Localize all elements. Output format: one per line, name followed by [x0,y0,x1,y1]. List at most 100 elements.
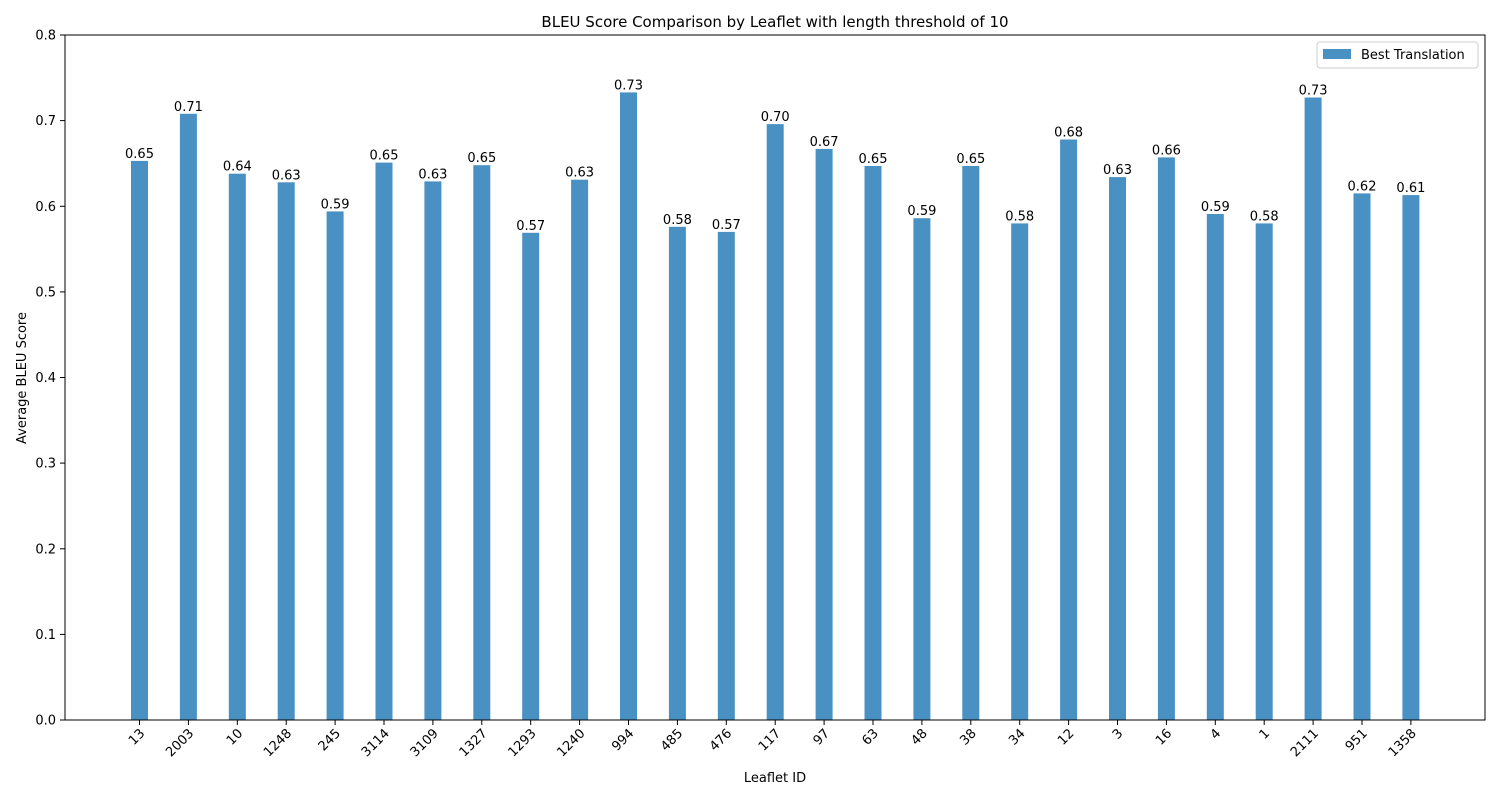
x-tick-label-10: 10 [224,726,246,748]
data-label-1358: 0.61 [1396,181,1425,196]
bar-48 [913,218,931,720]
data-label-994: 0.73 [614,78,643,93]
data-label-34: 0.58 [1005,209,1034,224]
x-tick-label-63: 63 [860,726,882,748]
x-tick-label-117: 117 [756,726,784,754]
x-tick-label-485: 485 [658,726,686,754]
data-label-2111: 0.73 [1299,84,1328,99]
bar-16 [1157,157,1175,720]
bar-117 [766,124,784,721]
y-tick-label-0.7: 0.7 [35,114,56,129]
bar-245 [326,211,344,720]
bar-3 [1109,177,1126,721]
data-label-1327: 0.65 [467,151,496,166]
bar-3114 [375,162,393,721]
x-tick-label-2003: 2003 [163,726,197,760]
bar-2003 [179,113,197,721]
x-tick-label-13: 13 [126,726,148,748]
x-tick-label-3114: 3114 [359,726,393,760]
data-label-12: 0.68 [1054,126,1083,141]
data-label-1240: 0.63 [565,166,594,181]
bars-layer [131,92,1420,721]
data-labels-layer: 0.65 0.71 0.64 0.63 0.59 0.65 0.63 0.65 0.57 0.63… [125,78,1425,233]
bar-1327 [473,165,491,720]
x-tick-label-2111: 2111 [1288,726,1322,760]
data-label-10: 0.64 [223,160,252,175]
x-tick-label-1327: 1327 [457,726,491,760]
data-label-485: 0.58 [663,213,692,228]
legend-swatch [1323,49,1351,59]
bar-13 [131,160,148,720]
data-label-13: 0.65 [125,147,154,162]
x-tick-label-97: 97 [811,726,833,748]
x-tick-label-4: 4 [1208,726,1224,742]
x-tick-label-34: 34 [1006,726,1028,748]
data-label-63: 0.65 [859,152,888,167]
legend: Best Translation [1316,41,1479,69]
y-tick-label-0.3: 0.3 [35,457,56,472]
bar-2111 [1304,97,1322,720]
bar-38 [962,166,980,720]
bar-485 [668,226,686,721]
bar-97 [815,148,833,720]
y-axis: 0.0 0.1 0.2 0.3 0.4 0.5 0.6 0.7 0.8 [35,29,65,729]
bar-12 [1060,139,1078,720]
bar-10 [228,173,246,720]
data-label-48: 0.59 [907,204,936,219]
y-tick-label-0.1: 0.1 [35,628,56,643]
data-label-3109: 0.63 [418,167,447,182]
x-tick-label-994: 994 [609,726,637,754]
bar-34 [1011,223,1029,720]
data-label-951: 0.62 [1348,179,1377,194]
data-label-97: 0.67 [810,135,839,150]
data-label-3114: 0.65 [370,149,399,164]
bar-1248 [277,182,295,721]
y-tick-label-0.5: 0.5 [35,285,56,300]
data-label-1: 0.58 [1250,209,1279,224]
legend-box [1316,41,1479,69]
bar-1293 [522,232,540,721]
x-tick-label-48: 48 [908,726,930,748]
y-tick-label-0.8: 0.8 [35,29,56,44]
x-tick-label-3: 3 [1110,726,1126,742]
data-label-4: 0.59 [1201,200,1230,215]
bar-3109 [424,181,442,720]
x-tick-label-1358: 1358 [1386,726,1420,760]
data-label-3: 0.63 [1103,163,1132,178]
y-tick-label-0.4: 0.4 [35,371,56,386]
x-tick-label-16: 16 [1153,726,1175,748]
x-tick-label-1240: 1240 [554,726,588,760]
bar-994 [620,92,637,720]
data-label-38: 0.65 [956,152,985,167]
x-tick-label-3109: 3109 [408,726,442,760]
x-axis-label: Leaflet ID [744,771,806,786]
data-label-2003: 0.71 [174,100,203,115]
bar-1358 [1402,195,1420,721]
data-label-245: 0.59 [321,197,350,212]
data-label-1248: 0.63 [272,168,301,183]
bar-4 [1206,214,1224,720]
data-label-117: 0.70 [761,110,790,125]
bar-476 [717,231,735,720]
x-tick-label-476: 476 [707,726,735,754]
x-axis: 13 2003 10 1248 245 3114 3109 1327 1293 1240 994 48… [126,720,1420,760]
y-tick-label-0.6: 0.6 [35,200,56,215]
y-axis-label: Average BLEU Score [15,312,30,444]
x-tick-label-1293: 1293 [506,726,540,760]
data-label-16: 0.66 [1152,143,1181,158]
bar-1240 [571,179,589,720]
x-tick-label-12: 12 [1055,726,1077,748]
x-tick-label-1248: 1248 [261,726,295,760]
x-tick-label-38: 38 [957,726,979,748]
bar-951 [1353,193,1371,720]
y-tick-label-0.2: 0.2 [35,542,56,557]
chart-title: BLEU Score Comparison by Leaflet with le… [541,13,1008,31]
data-label-1293: 0.57 [516,219,545,234]
x-tick-label-951: 951 [1343,726,1371,754]
bar-1 [1255,223,1273,720]
legend-label: Best Translation [1361,48,1465,63]
y-tick-label-0.0: 0.0 [35,714,56,729]
data-label-476: 0.57 [712,218,741,233]
x-tick-label-1: 1 [1257,726,1273,742]
